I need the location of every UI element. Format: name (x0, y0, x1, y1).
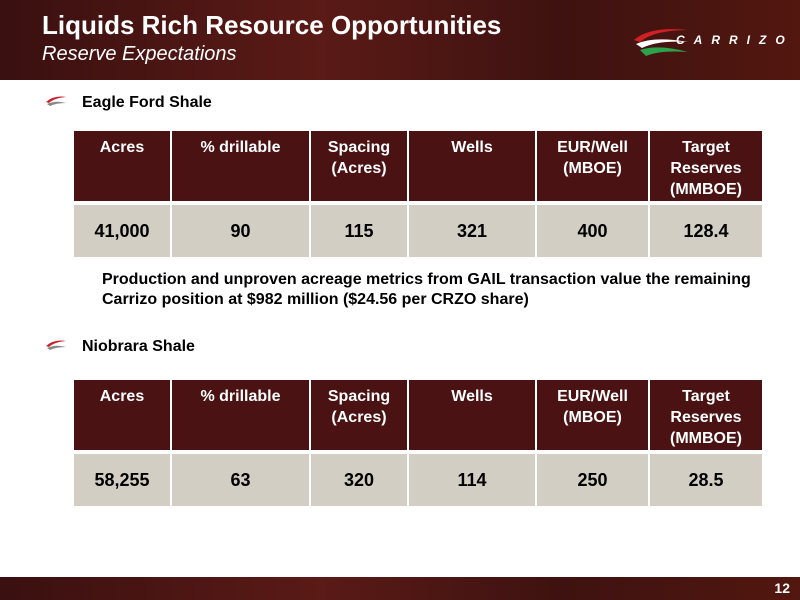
cell: 90 (172, 205, 309, 257)
subtitle: Reserve Expectations (42, 43, 237, 65)
cell: 320 (311, 454, 407, 506)
logo-text: CARRIZO (676, 33, 794, 47)
column-header: Acres (74, 380, 170, 450)
column-header: % drillable (172, 380, 309, 450)
cell: 58,255 (74, 454, 170, 506)
column-header: Target Reserves (MMBOE) (650, 380, 762, 450)
logo-swoosh (634, 29, 688, 56)
cell: 321 (409, 205, 535, 257)
bullet-icon (46, 96, 66, 106)
column-header: Acres (74, 131, 170, 201)
cell: 41,000 (74, 205, 170, 257)
column-header: Wells (409, 380, 535, 450)
note: Production and unproven acreage metrics … (102, 271, 751, 308)
footer-band (0, 577, 800, 600)
column-header: Target Reserves (MMBOE) (650, 131, 762, 201)
page-number: 12 (774, 580, 790, 596)
cell: 114 (409, 454, 535, 506)
table: Acres% drillable Spacing (Acres) Wells EUR/… (74, 380, 762, 506)
column-header: EUR/Well (MBOE) (537, 131, 648, 201)
title: Liquids Rich Resource Opportunities (42, 10, 502, 40)
cell: 250 (537, 454, 648, 506)
cell: 400 (537, 205, 648, 257)
cell: 128.4 (650, 205, 762, 257)
column-header: Spacing (Acres) (311, 131, 407, 201)
cell: 115 (311, 205, 407, 257)
section-heading: Eagle Ford Shale (82, 94, 212, 111)
bullet-icon (46, 340, 66, 350)
cell: 28.5 (650, 454, 762, 506)
column-header: Wells (409, 131, 535, 201)
section-heading: Niobrara Shale (82, 338, 195, 355)
column-header: EUR/Well (MBOE) (537, 380, 648, 450)
cell: 63 (172, 454, 309, 506)
table: Acres% drillable Spacing (Acres) Wells EUR/… (74, 131, 762, 257)
column-header: Spacing (Acres) (311, 380, 407, 450)
column-header: % drillable (172, 131, 309, 201)
